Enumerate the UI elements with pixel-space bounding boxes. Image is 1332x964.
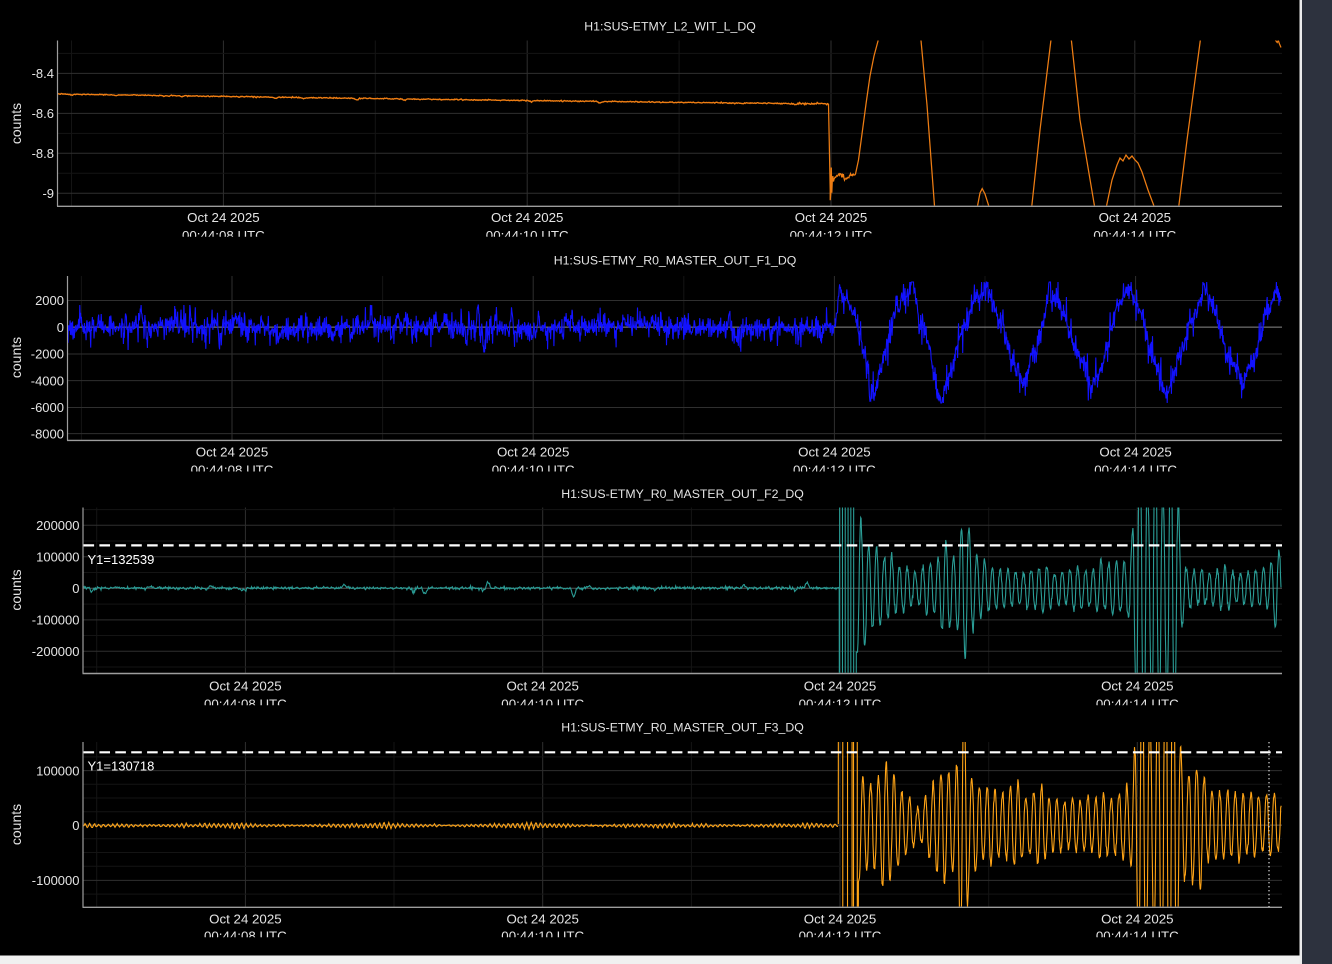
svg-text:counts: counts bbox=[8, 804, 24, 845]
svg-text:0: 0 bbox=[57, 320, 64, 335]
svg-text:H1:SUS-ETMY_R0_MASTER_OUT_F2_D: H1:SUS-ETMY_R0_MASTER_OUT_F2_DQ bbox=[561, 487, 804, 501]
svg-text:Oct 24 2025: Oct 24 2025 bbox=[804, 911, 876, 926]
svg-text:00:44:14 UTC: 00:44:14 UTC bbox=[1096, 697, 1179, 712]
svg-text:counts: counts bbox=[8, 103, 24, 144]
svg-text:Oct 24 2025: Oct 24 2025 bbox=[798, 445, 870, 460]
svg-text:0: 0 bbox=[72, 581, 79, 596]
svg-text:00:44:12 UTC: 00:44:12 UTC bbox=[790, 228, 873, 243]
svg-text:H1:SUS-ETMY_R0_MASTER_OUT_F1_D: H1:SUS-ETMY_R0_MASTER_OUT_F1_DQ bbox=[554, 253, 797, 267]
svg-text:Oct 24 2025: Oct 24 2025 bbox=[1101, 679, 1173, 694]
svg-text:Oct 24 2025: Oct 24 2025 bbox=[209, 911, 281, 926]
svg-text:Oct 24 2025: Oct 24 2025 bbox=[804, 679, 876, 694]
svg-text:-6000: -6000 bbox=[31, 400, 64, 415]
svg-text:00:44:08 UTC: 00:44:08 UTC bbox=[204, 697, 287, 712]
svg-text:-9: -9 bbox=[42, 186, 54, 201]
svg-text:counts: counts bbox=[8, 569, 24, 610]
svg-text:Oct 24 2025: Oct 24 2025 bbox=[491, 210, 563, 225]
svg-text:-4000: -4000 bbox=[31, 373, 64, 388]
svg-text:00:44:08 UTC: 00:44:08 UTC bbox=[182, 228, 265, 243]
svg-text:100000: 100000 bbox=[36, 763, 79, 778]
svg-text:Oct 24 2025: Oct 24 2025 bbox=[1099, 210, 1171, 225]
svg-text:H1:SUS-ETMY_L2_WIT_L_DQ: H1:SUS-ETMY_L2_WIT_L_DQ bbox=[584, 20, 756, 34]
svg-text:-200000: -200000 bbox=[32, 644, 80, 659]
svg-text:Oct 24 2025: Oct 24 2025 bbox=[795, 210, 867, 225]
svg-text:-2000: -2000 bbox=[31, 347, 64, 362]
svg-text:counts: counts bbox=[8, 337, 24, 378]
svg-text:200000: 200000 bbox=[36, 518, 79, 533]
svg-text:0: 0 bbox=[72, 818, 79, 833]
svg-text:00:44:10 UTC: 00:44:10 UTC bbox=[501, 697, 584, 712]
svg-text:-8000: -8000 bbox=[31, 426, 64, 441]
svg-text:Oct 24 2025: Oct 24 2025 bbox=[196, 445, 268, 460]
svg-text:H1:SUS-ETMY_R0_MASTER_OUT_F3_D: H1:SUS-ETMY_R0_MASTER_OUT_F3_DQ bbox=[561, 720, 804, 734]
svg-text:-8.6: -8.6 bbox=[32, 106, 54, 121]
svg-text:00:44:10 UTC: 00:44:10 UTC bbox=[501, 928, 584, 943]
svg-text:100000: 100000 bbox=[36, 549, 79, 564]
svg-text:Oct 24 2025: Oct 24 2025 bbox=[187, 210, 259, 225]
svg-text:00:44:14 UTC: 00:44:14 UTC bbox=[1096, 928, 1179, 943]
svg-text:-100000: -100000 bbox=[32, 873, 80, 888]
svg-text:Oct 24 2025: Oct 24 2025 bbox=[1099, 445, 1171, 460]
svg-text:-8.4: -8.4 bbox=[32, 66, 54, 81]
svg-text:Oct 24 2025: Oct 24 2025 bbox=[1101, 911, 1173, 926]
svg-text:Y1=130718: Y1=130718 bbox=[88, 758, 155, 773]
svg-text:Oct 24 2025: Oct 24 2025 bbox=[209, 679, 281, 694]
svg-text:Y1=132539: Y1=132539 bbox=[88, 552, 155, 567]
svg-text:-8.8: -8.8 bbox=[32, 146, 54, 161]
svg-text:00:44:12 UTC: 00:44:12 UTC bbox=[799, 928, 882, 943]
svg-text:00:44:08 UTC: 00:44:08 UTC bbox=[191, 463, 274, 478]
svg-text:00:44:14 UTC: 00:44:14 UTC bbox=[1093, 228, 1176, 243]
svg-text:00:44:14 UTC: 00:44:14 UTC bbox=[1094, 463, 1177, 478]
svg-text:00:44:10 UTC: 00:44:10 UTC bbox=[492, 463, 575, 478]
svg-text:-100000: -100000 bbox=[32, 613, 80, 628]
svg-text:Oct 24 2025: Oct 24 2025 bbox=[497, 445, 569, 460]
svg-text:00:44:10 UTC: 00:44:10 UTC bbox=[486, 228, 569, 243]
svg-text:00:44:12 UTC: 00:44:12 UTC bbox=[799, 697, 882, 712]
svg-text:00:44:08 UTC: 00:44:08 UTC bbox=[204, 928, 287, 943]
svg-text:00:44:12 UTC: 00:44:12 UTC bbox=[793, 463, 876, 478]
svg-text:2000: 2000 bbox=[35, 293, 64, 308]
svg-text:Oct 24 2025: Oct 24 2025 bbox=[506, 911, 578, 926]
svg-text:Oct 24 2025: Oct 24 2025 bbox=[506, 679, 578, 694]
